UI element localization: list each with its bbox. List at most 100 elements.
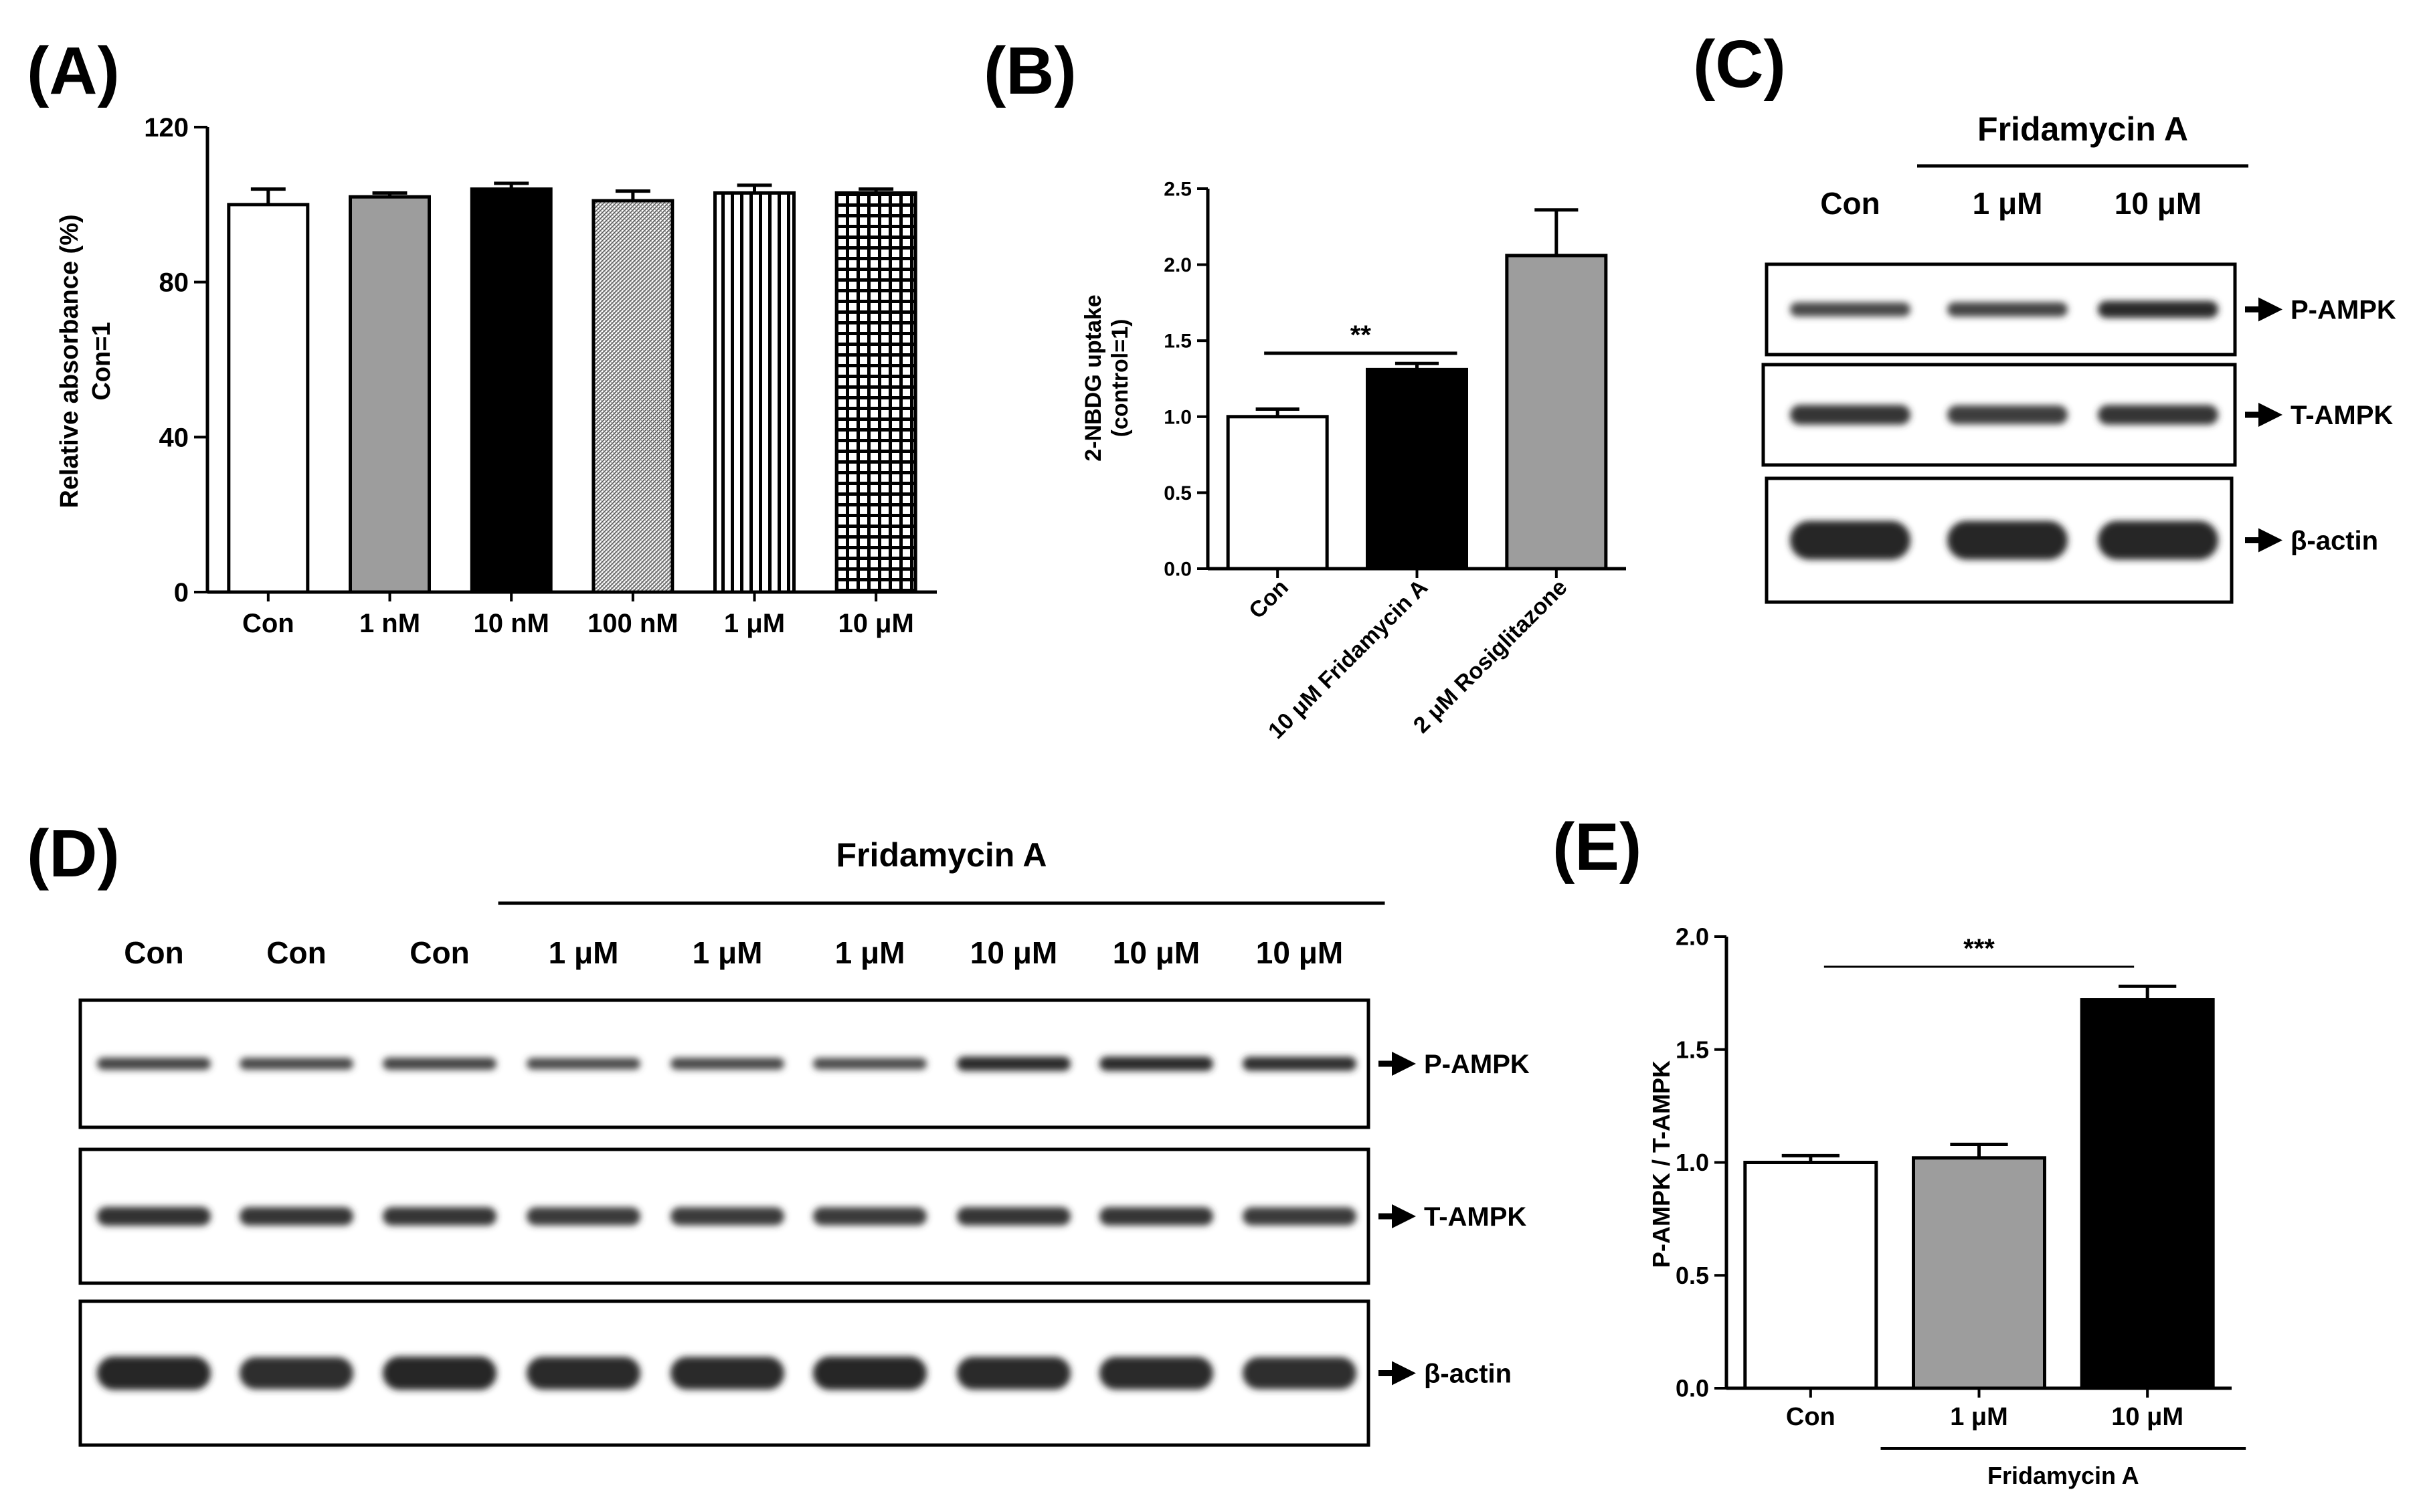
panel-letter-b: (B) (984, 33, 1077, 108)
bar (2080, 998, 2215, 1390)
lane-label: 10 μM (1256, 935, 1343, 970)
blot-band (1243, 1207, 1356, 1226)
y-axis-label: (control=1) (1107, 319, 1133, 438)
blot-band (1947, 521, 2068, 560)
panel-letter-c: (C) (1693, 27, 1786, 102)
y-tick-label: 80 (159, 268, 189, 298)
group-label: Fridamycin A (1987, 1462, 2139, 1489)
blot-band (97, 1057, 211, 1070)
significance-marker: *** (1963, 934, 1995, 963)
blot-band (527, 1058, 640, 1070)
blot-band (813, 1356, 927, 1390)
x-tick-label: 10 μM (2111, 1403, 2183, 1431)
blot-band (383, 1207, 497, 1226)
lane-label: 1 μM (835, 935, 905, 970)
blot-band (1243, 1056, 1356, 1071)
blot-row-label: P-AMPK (1424, 1050, 1530, 1079)
y-axis-label: Relative absorbance (%) (56, 214, 84, 508)
lane-label: Con (1820, 186, 1880, 221)
blot-band (957, 1207, 1071, 1226)
blot-band (813, 1058, 927, 1070)
x-tick-label: 10 μM Fridamycin A (1263, 575, 1433, 744)
western-blot-d: Fridamycin A Con Con Con 1 μM 1 μM 1 μM 10 μM 10… (78, 836, 1530, 1447)
y-tick-label: 0.5 (1164, 482, 1192, 504)
chart-a: 0 40 80 120 Relative absorbance (%) Con=1 Con 1… (56, 113, 937, 638)
y-tick-label: 2.0 (1676, 923, 1709, 951)
x-tick-label: 1 nM (359, 609, 420, 638)
blot-band (957, 1357, 1071, 1390)
blot-band (1099, 1207, 1213, 1226)
bar (592, 199, 675, 594)
bar (1226, 415, 1329, 571)
lane-label: Con (266, 935, 326, 970)
blot-band (670, 1207, 784, 1226)
panel-letter-e: (E) (1552, 810, 1641, 884)
x-tick-label: 2 μM Rosiglitazone (1409, 575, 1573, 739)
blot-band (97, 1356, 211, 1390)
bar (713, 191, 796, 594)
significance-marker: ** (1350, 320, 1372, 350)
panel-letter-a: (A) (27, 33, 120, 108)
panel-letter-d: (D) (27, 816, 120, 891)
lane-label: 10 μM (1113, 935, 1200, 970)
blot-band (670, 1357, 784, 1390)
blot-band (2098, 300, 2218, 318)
blot-band (1099, 1056, 1213, 1071)
western-blot-c: Fridamycin A Con 1 μM 10 μM P-AMPK T-AMPK β-ac… (1761, 110, 2396, 604)
y-tick-label: 1.5 (1164, 330, 1192, 353)
y-axis-label: 2-NBDG uptake (1081, 294, 1106, 461)
y-axis-label: Con=1 (88, 322, 116, 400)
blot-band (1947, 302, 2068, 317)
bar (1366, 367, 1468, 571)
chart-e: 0.0 0.5 1.0 1.5 2.0 P-AMPK / T-AMPK Con 1 μM 10 … (1647, 923, 2246, 1489)
y-tick-label: 2.5 (1164, 179, 1192, 201)
blot-band (383, 1356, 497, 1390)
lane-label: 1 μM (1973, 186, 2043, 221)
x-tick-label: 1 μM (724, 609, 785, 638)
x-tick-label: 1 μM (1950, 1403, 2008, 1431)
blot-band (2098, 521, 2218, 560)
blot-band (97, 1206, 211, 1226)
bar (349, 195, 431, 594)
bar (834, 191, 917, 594)
bar (227, 203, 310, 594)
y-tick-label: 0.0 (1164, 559, 1192, 581)
x-tick-label: 100 nM (588, 609, 679, 638)
y-tick-label: 120 (144, 113, 189, 143)
x-tick-label: 10 μM (838, 609, 913, 638)
y-tick-label: 0 (174, 578, 189, 607)
blot-band (527, 1207, 640, 1226)
lane-label: Con (124, 935, 183, 970)
blot-band (1947, 405, 2068, 425)
bar (470, 187, 553, 594)
blot-row-label: T-AMPK (1424, 1202, 1526, 1232)
y-tick-label: 1.0 (1676, 1149, 1709, 1176)
x-tick-label: 10 nM (473, 609, 549, 638)
blot-band (813, 1207, 927, 1226)
blot-band (527, 1357, 640, 1390)
blot-row-label: β-actin (1424, 1359, 1512, 1389)
blot-band (1243, 1357, 1356, 1390)
blot-band (240, 1057, 353, 1070)
blot-row-label: β-actin (2291, 527, 2378, 556)
blot-band (1790, 302, 1910, 317)
blot-row-label: T-AMPK (2291, 401, 2393, 430)
blot-band (240, 1357, 353, 1390)
x-tick-label: Con (1786, 1403, 1835, 1431)
blot-band (383, 1057, 497, 1070)
blot-band (1790, 521, 1910, 560)
x-tick-label: Con (242, 609, 294, 638)
y-tick-label: 2.0 (1164, 254, 1192, 276)
lane-label: 1 μM (549, 935, 619, 970)
lane-label: Con (410, 935, 469, 970)
blot-band (1790, 405, 1910, 425)
blot-band (957, 1056, 1071, 1071)
lane-label: 1 μM (693, 935, 763, 970)
lane-label: 10 μM (2115, 186, 2202, 221)
y-tick-label: 1.5 (1676, 1036, 1709, 1063)
bar (1912, 1156, 2046, 1390)
blot-group-label: Fridamycin A (836, 836, 1047, 874)
blot-group-label: Fridamycin A (1977, 110, 2188, 148)
blot-band (670, 1057, 784, 1070)
